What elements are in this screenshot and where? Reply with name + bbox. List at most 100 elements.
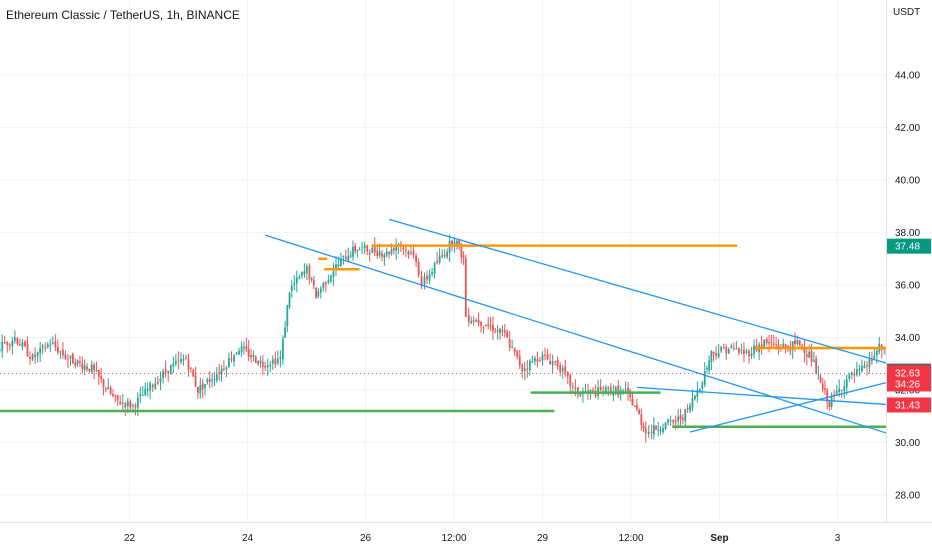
candle-body [322, 282, 325, 289]
candle [534, 355, 536, 366]
candle-body [763, 339, 766, 348]
candle-body [211, 379, 213, 382]
y-tick-label: 34.00 [895, 333, 920, 344]
candle-body [279, 357, 282, 360]
candle [141, 386, 144, 397]
candle-body [599, 386, 602, 391]
candle [521, 363, 524, 379]
candle-body [243, 347, 245, 349]
candle-body [501, 330, 504, 332]
candle [633, 404, 636, 407]
candle [124, 402, 127, 416]
candle [448, 234, 451, 263]
candle-body [672, 420, 675, 422]
candle [112, 389, 114, 398]
candle-body [204, 384, 206, 388]
candle-body [26, 344, 29, 357]
candle-body [559, 364, 562, 373]
candle-body [11, 340, 14, 347]
candle-body [477, 319, 480, 324]
candle-body [458, 240, 461, 245]
candle [167, 370, 170, 382]
candle [650, 424, 653, 440]
candle-body [83, 365, 86, 370]
candle-body [172, 363, 175, 367]
candle [863, 360, 866, 369]
candle-body [199, 385, 202, 394]
candle-body [431, 272, 433, 275]
candle [438, 248, 441, 265]
candle [415, 252, 417, 268]
candle [640, 408, 643, 431]
candle-body [76, 360, 79, 365]
candle [3, 335, 6, 345]
candle-body [828, 402, 831, 408]
candle-body [782, 344, 785, 348]
candle-body [36, 352, 39, 356]
candle [172, 356, 175, 373]
candle-body [579, 393, 582, 397]
candle [627, 381, 629, 401]
candle [245, 337, 248, 352]
x-tick-label: 24 [242, 533, 254, 544]
stop-price-label: 31.43 [887, 397, 931, 413]
candle-body [556, 360, 559, 367]
candle [308, 263, 311, 285]
candle-body [448, 240, 451, 253]
candle [821, 377, 824, 393]
candle [669, 415, 672, 426]
candle-body [732, 347, 735, 349]
candle-body [503, 330, 506, 333]
y-tick-label: 28.00 [895, 491, 920, 502]
candle [174, 354, 177, 367]
candle [441, 249, 444, 259]
candle [21, 339, 24, 351]
candle-body [182, 359, 185, 361]
candle-body [295, 277, 298, 284]
candle [589, 388, 592, 400]
candle [93, 362, 95, 380]
candle [64, 350, 67, 361]
candle [694, 394, 696, 401]
candle [698, 388, 701, 394]
candle-body [192, 369, 195, 377]
candle [496, 324, 499, 340]
candle [420, 270, 423, 290]
candle [631, 391, 634, 406]
candle [81, 356, 84, 374]
candle-body [112, 393, 114, 396]
candle-body [39, 347, 42, 354]
candle [383, 252, 386, 266]
candle-body [349, 255, 352, 257]
candle-body [271, 359, 274, 364]
candle-body [689, 405, 691, 411]
candle-body [392, 248, 395, 251]
candle [303, 263, 306, 278]
x-tick-label: 26 [360, 533, 372, 544]
candle-body [489, 325, 492, 327]
candle [843, 379, 846, 399]
candle-body [805, 354, 808, 357]
y-tick-label: 42.00 [895, 123, 920, 134]
candle [317, 288, 320, 299]
candle-body [90, 364, 93, 373]
candle-body [703, 371, 706, 385]
candle-body [363, 245, 366, 248]
candle [220, 365, 223, 382]
candle [765, 337, 768, 346]
candle-body [319, 288, 322, 293]
candle [531, 355, 534, 363]
candle [523, 361, 526, 380]
candle [467, 307, 470, 327]
candle-body [464, 258, 467, 317]
candle-body [100, 376, 103, 380]
candle-body [701, 382, 704, 389]
candle [86, 363, 88, 372]
candle-body [201, 383, 204, 390]
candle [753, 339, 755, 359]
candle-body [735, 348, 738, 350]
candle-body [627, 387, 629, 393]
candle-body [789, 349, 792, 352]
